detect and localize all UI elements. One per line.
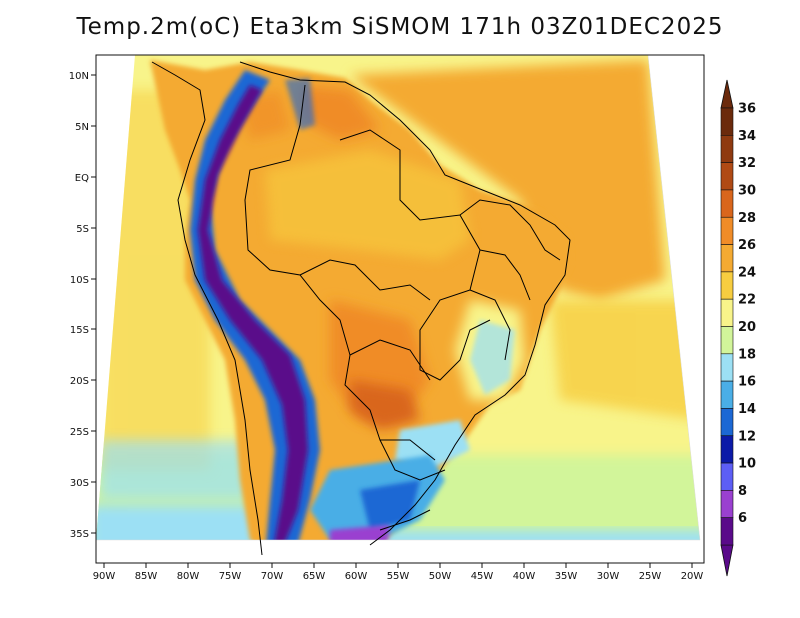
lon-label-85w: 85W <box>135 571 158 582</box>
colorbar-label: 30 <box>738 183 756 198</box>
colorbar-label: 6 <box>738 511 747 526</box>
lat-label-5s: 5S <box>76 224 89 235</box>
colorbar-label: 26 <box>738 238 756 253</box>
lat-label-30s: 30S <box>70 478 89 489</box>
lat-label-25s: 25S <box>70 427 89 438</box>
temperature-field <box>96 55 700 540</box>
latitude-axis: 10N 5N EQ 5S 10S 15S 20S 25S 30S 35S <box>69 71 96 540</box>
colorbar-segment <box>720 162 734 191</box>
lat-label-20s: 20S <box>70 376 89 387</box>
colorbar-label: 16 <box>738 375 756 390</box>
colorbar-segment <box>720 517 734 546</box>
colorbar-segment <box>720 298 734 327</box>
lon-label-30w: 30W <box>597 571 620 582</box>
colorbar-segment <box>720 462 734 491</box>
lon-label-60w: 60W <box>345 571 368 582</box>
lon-label-35w: 35W <box>555 571 578 582</box>
colorbar-label: 12 <box>738 429 756 444</box>
lon-label-50w: 50W <box>429 571 452 582</box>
lon-label-75w: 75W <box>219 571 242 582</box>
colorbar-segment <box>720 326 734 355</box>
map-title: Temp.2m(oC) Eta3km SiSMOM 171h 03Z01DEC2… <box>76 14 724 40</box>
lon-label-40w: 40W <box>513 571 536 582</box>
lat-label-eq: EQ <box>75 173 89 184</box>
colorbar-label: 34 <box>738 129 756 144</box>
colorbar-label: 10 <box>738 457 756 472</box>
colorbar-label: 20 <box>738 320 756 335</box>
colorbar-segment <box>720 408 734 437</box>
longitude-axis: 90W 85W 80W 75W 70W 65W 60W 55W 50W 45W … <box>93 563 704 582</box>
colorbar: 36 34 32 30 28 26 24 22 20 18 16 14 12 10 8 6 <box>720 79 756 577</box>
lon-label-70w: 70W <box>261 571 284 582</box>
colorbar-segment <box>720 189 734 218</box>
colorbar-segment <box>720 216 734 245</box>
colorbar-segment <box>720 353 734 382</box>
lon-label-90w: 90W <box>93 571 116 582</box>
colorbar-label: 22 <box>738 293 756 308</box>
colorbar-label: 24 <box>738 265 756 280</box>
colorbar-label: 28 <box>738 211 756 226</box>
colorbar-segment <box>720 380 734 409</box>
lon-label-20w: 20W <box>681 571 704 582</box>
colorbar-segment <box>720 490 734 518</box>
colorbar-label: 8 <box>738 484 747 499</box>
colorbar-bottom-arrow <box>720 544 734 577</box>
lat-label-10s: 10S <box>70 275 89 286</box>
borders <box>151 61 571 556</box>
lat-label-10n: 10N <box>69 71 89 82</box>
colorbar-segment <box>720 135 734 163</box>
colorbar-label: 32 <box>738 156 756 171</box>
colorbar-label: 36 <box>738 102 756 117</box>
lat-label-15s: 15S <box>70 325 89 336</box>
colorbar-segment <box>720 244 734 273</box>
colorbar-segment <box>720 271 734 300</box>
colorbar-segment <box>720 107 734 136</box>
colorbar-label: 18 <box>738 347 756 362</box>
lon-label-55w: 55W <box>387 571 410 582</box>
colorbar-top-arrow <box>720 79 734 109</box>
lon-label-25w: 25W <box>639 571 662 582</box>
colorbar-segment <box>720 435 734 464</box>
lat-label-35s: 35S <box>70 529 89 540</box>
lat-label-5n: 5N <box>75 122 89 133</box>
colorbar-label: 14 <box>738 402 756 417</box>
lon-label-45w: 45W <box>471 571 494 582</box>
lon-label-80w: 80W <box>177 571 200 582</box>
lon-label-65w: 65W <box>303 571 326 582</box>
